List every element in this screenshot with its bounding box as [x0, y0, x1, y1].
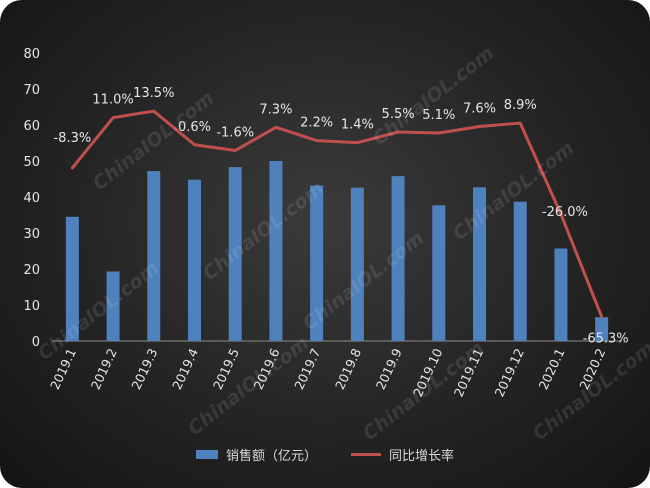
growth-data-label: 0.6%: [178, 120, 211, 135]
bar: [228, 167, 242, 341]
x-tick-label: 2020.1: [536, 346, 568, 392]
bar: [473, 187, 486, 341]
growth-data-label: -1.6%: [216, 126, 254, 141]
legend-item-sales: 销售额（亿元）: [195, 445, 317, 464]
growth-data-label: 1.4%: [341, 118, 374, 133]
bar: [513, 201, 527, 341]
legend-item-growth: 同比增长率: [351, 445, 454, 464]
growth-data-label: 5.1%: [422, 108, 455, 123]
legend-label-growth: 同比增长率: [389, 448, 455, 464]
y-tick-label: 10: [23, 299, 40, 314]
bar: [269, 161, 283, 341]
bar: [147, 171, 161, 341]
growth-data-label: 2.2%: [300, 116, 333, 131]
y-tick-label: 30: [23, 227, 40, 242]
legend: 销售额（亿元） 同比增长率: [0, 442, 650, 466]
y-tick-label: 50: [23, 155, 40, 170]
x-tick-label: 2019.8: [332, 346, 364, 392]
bar: [65, 216, 79, 341]
growth-data-label: 7.6%: [463, 102, 496, 117]
growth-data-label: -26.0%: [542, 205, 588, 220]
growth-data-label: 8.9%: [504, 98, 537, 113]
bar: [188, 179, 201, 341]
y-tick-label: 60: [23, 119, 40, 134]
growth-data-label: -65.3%: [583, 332, 629, 347]
bar: [310, 185, 324, 341]
bar: [554, 248, 568, 341]
x-tick-label: 2019.4: [169, 346, 201, 392]
growth-data-label: 13.5%: [133, 86, 174, 101]
growth-data-label: 5.5%: [382, 107, 415, 122]
legend-swatch-sales: [195, 449, 218, 459]
y-tick-label: 70: [23, 83, 40, 98]
y-tick-label: 40: [23, 191, 40, 206]
x-tick-label: 2019.9: [373, 346, 405, 392]
bar: [595, 317, 609, 341]
legend-label-sales: 销售额（亿元）: [225, 448, 317, 464]
x-tick-label: 2019.3: [128, 346, 160, 392]
x-tick-label: 2019.12: [491, 346, 526, 399]
y-tick-label: 80: [23, 47, 40, 62]
growth-data-label: 11.0%: [92, 93, 133, 108]
bar: [391, 176, 405, 341]
growth-line: [70, 109, 604, 319]
bar: [106, 271, 120, 341]
y-tick-label: 0: [32, 335, 40, 350]
bar: [350, 187, 364, 341]
x-tick-label: 2019.2: [88, 346, 120, 392]
growth-data-label: -8.3%: [53, 131, 91, 146]
growth-data-label: 7.3%: [259, 102, 292, 117]
y-tick-label: 20: [23, 263, 40, 278]
legend-swatch-growth: [351, 452, 381, 456]
bar: [432, 205, 446, 341]
